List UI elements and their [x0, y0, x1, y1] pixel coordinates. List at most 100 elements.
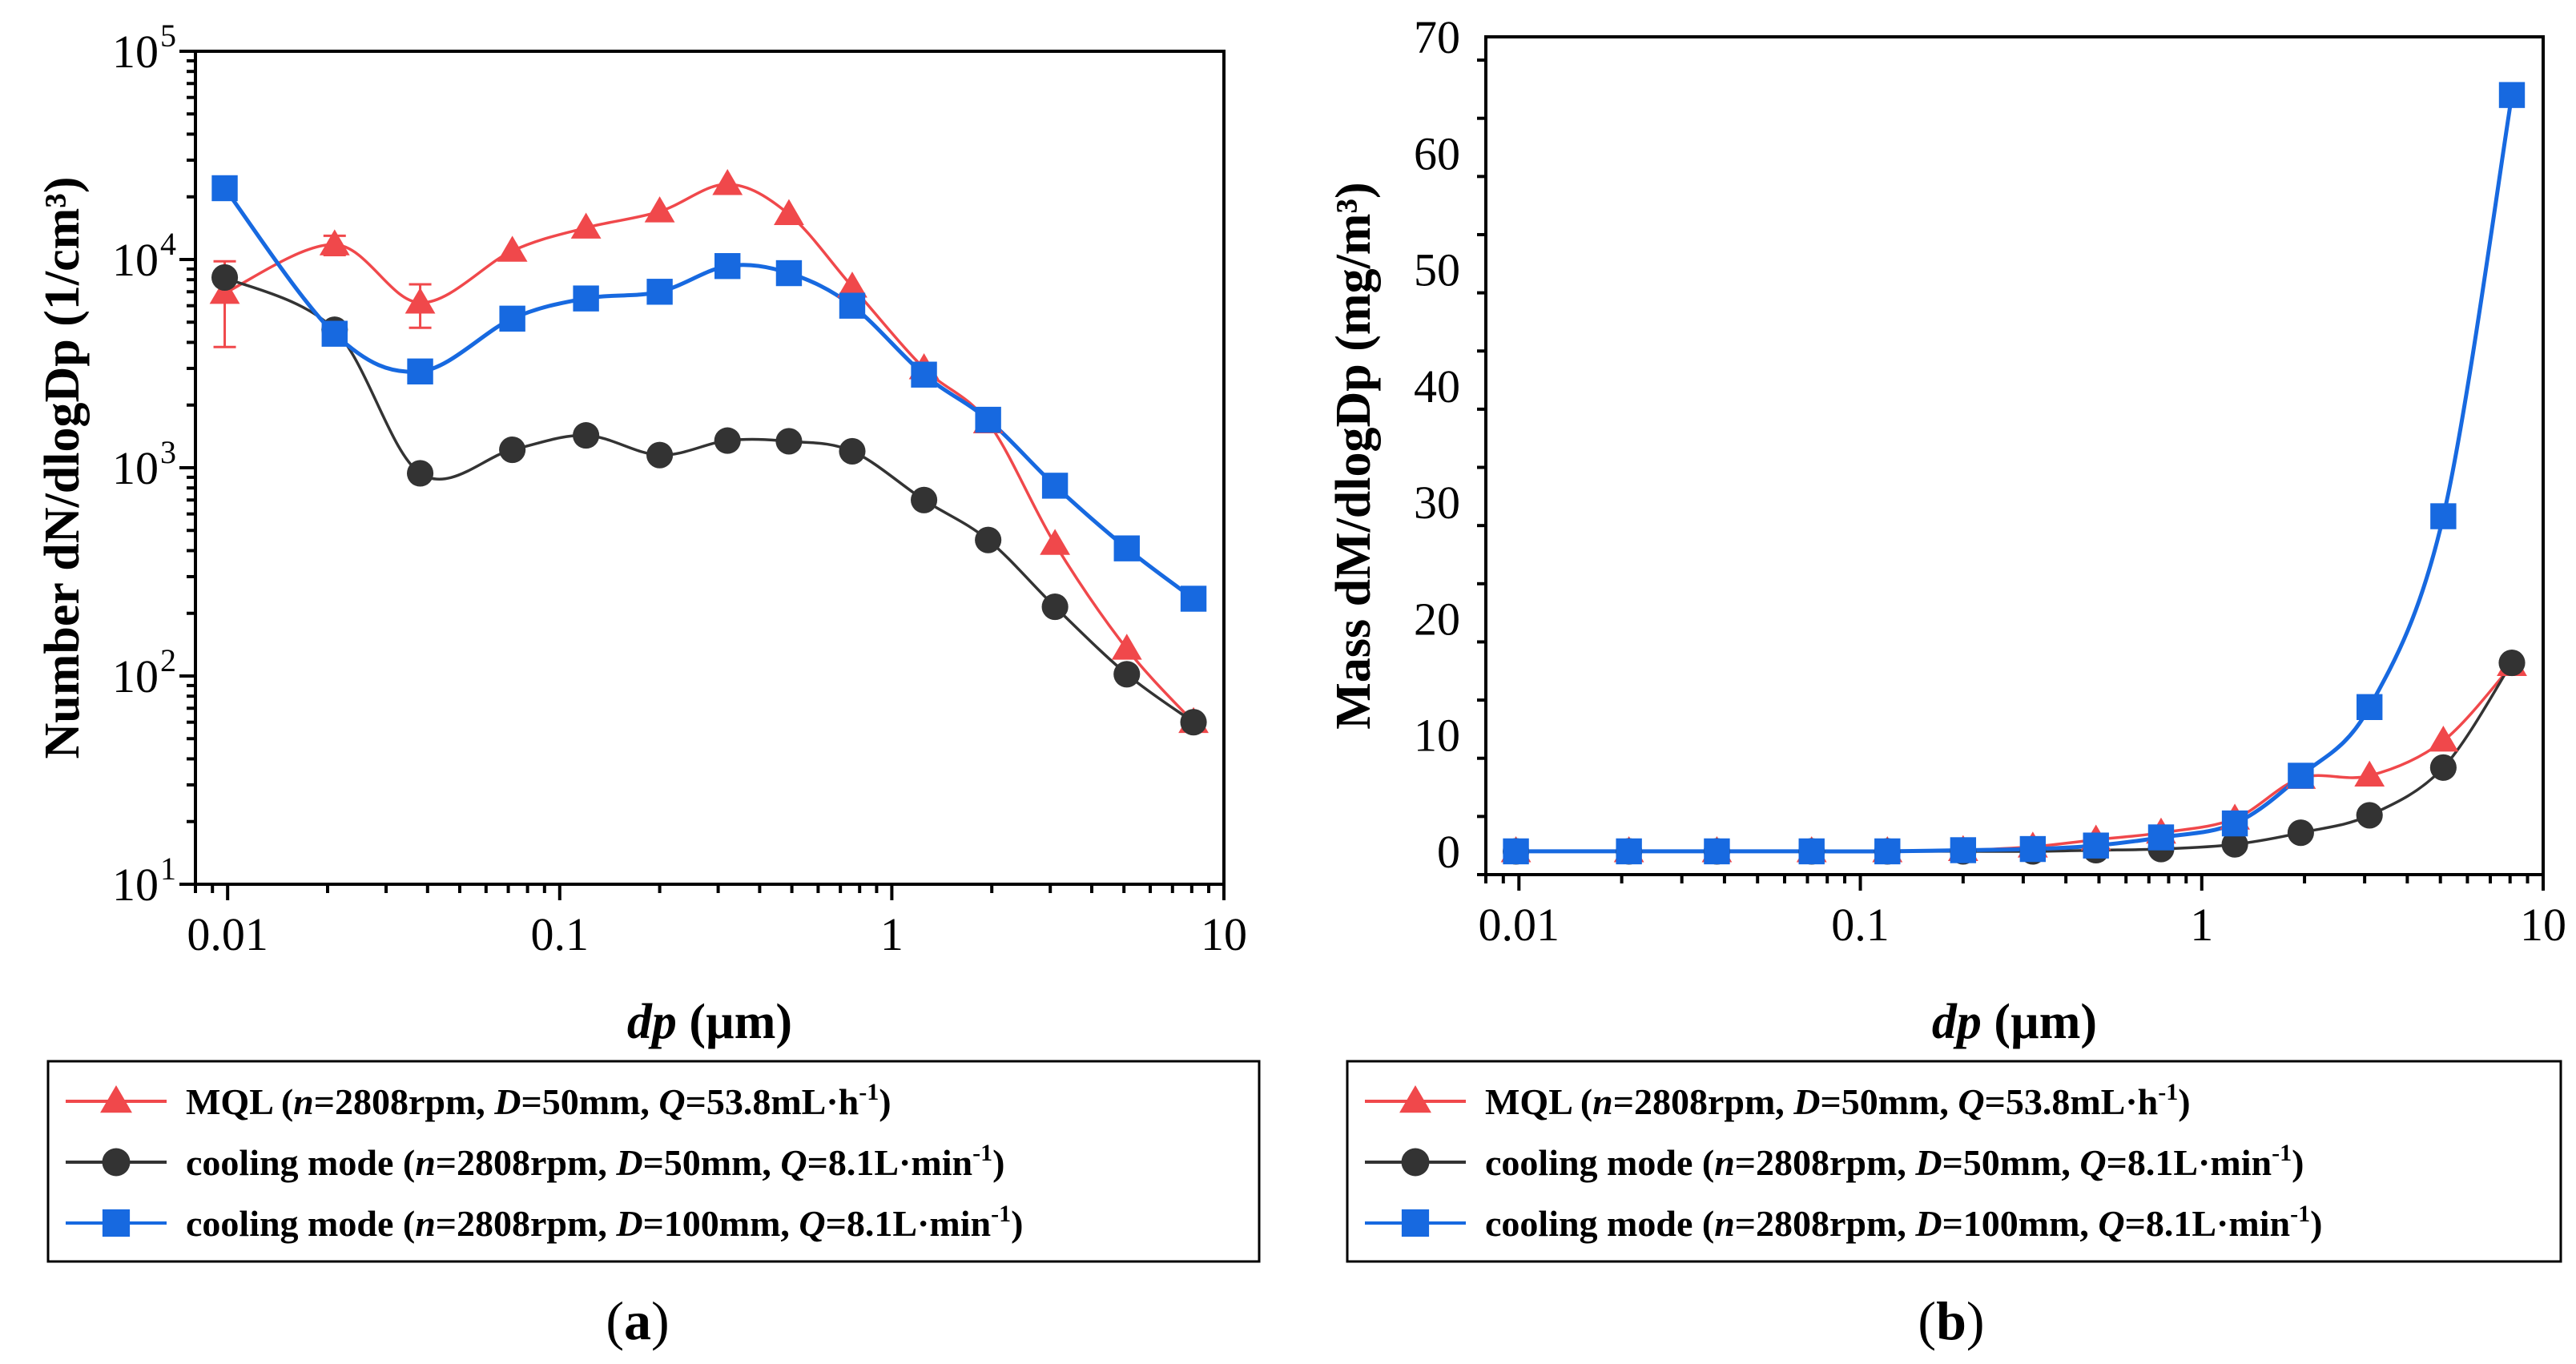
data-point-series-2 [2288, 762, 2314, 789]
data-point-series-2 [714, 252, 741, 280]
x-axis-title: dp (µm) [1932, 995, 2097, 1049]
y-axis: 0 10 20 30 40 50 60 70 [1414, 11, 1486, 878]
data-point-series-1 [775, 428, 803, 455]
legend-marker-triangle [100, 1085, 132, 1113]
series-line-2 [1515, 95, 2514, 854]
panel-caption: (b) [1918, 1290, 1984, 1351]
data-point-series-2 [2430, 503, 2457, 529]
data-point-series-2 [321, 320, 348, 347]
x-axis-title: dp (µm) [627, 995, 792, 1049]
y-tick-label: 10 [112, 234, 159, 286]
data-point-series-2 [1950, 837, 1977, 863]
data-point-series-2 [1704, 838, 1730, 865]
data-point-series-0 [209, 277, 240, 304]
data-point-series-0 [2428, 726, 2459, 752]
y-tick-label: 30 [1414, 477, 1460, 529]
legend-label: cooling mode (n=2808rpm, D=50mm, Q=8.1L·… [1485, 1140, 2304, 1183]
data-point-series-2 [1180, 585, 1207, 612]
plot-frame [194, 50, 1226, 886]
series-line-2 [223, 187, 1195, 601]
data-point-series-1 [1113, 661, 1141, 688]
data-point-series-2 [2357, 694, 2383, 720]
data-point-series-2 [1798, 838, 1825, 865]
data-point-series-0 [837, 272, 867, 298]
data-point-series-1 [407, 460, 434, 487]
legend-label: cooling mode (n=2808rpm, D=100mm, Q=8.1L… [1485, 1201, 2322, 1244]
data-point-series-1 [714, 427, 741, 454]
y-tick-label: 10 [112, 26, 159, 78]
y-tick-label: 20 [1414, 593, 1460, 645]
data-point-series-2 [1616, 838, 1642, 865]
data-point-series-1 [2429, 754, 2457, 781]
data-point-series-2 [573, 285, 599, 312]
data-point-series-2 [1041, 473, 1069, 499]
y-tick-exponent: 2 [160, 642, 176, 678]
y-tick-label: 10 [112, 650, 159, 702]
y-axis-title: Mass dM/dlogDp (mg/m³) [1326, 182, 1381, 729]
series-group [1500, 82, 2527, 865]
data-point-series-2 [2019, 835, 2047, 863]
data-point-series-2 [407, 358, 433, 384]
data-point-series-2 [211, 175, 238, 202]
data-point-series-1 [646, 441, 674, 469]
y-tick-label: 70 [1414, 11, 1460, 63]
data-point-series-0 [405, 288, 436, 314]
legend-label: cooling mode (n=2808rpm, D=100mm, Q=8.1L… [186, 1201, 1023, 1244]
y-tick-exponent: 5 [160, 18, 176, 54]
data-point-series-0 [1040, 529, 1071, 555]
data-point-series-1 [573, 422, 600, 449]
data-point-series-1 [499, 436, 526, 464]
y-tick-exponent: 3 [160, 434, 176, 470]
x-tick-label: 0.01 [1479, 899, 1560, 951]
data-point-series-0 [774, 199, 804, 225]
data-point-series-2 [2498, 82, 2526, 108]
y-tick-label: 10 [1414, 710, 1460, 762]
y-tick-label: 10 [112, 442, 159, 494]
data-point-series-2 [499, 305, 525, 332]
x-axis: 0.01 0.1 1 10 [1479, 875, 2566, 951]
y-tick-label: 60 [1414, 127, 1460, 179]
panel-caption: (a) [606, 1290, 669, 1351]
plot-frame [1484, 35, 2545, 876]
legend-label: cooling mode (n=2808rpm, D=50mm, Q=8.1L·… [186, 1140, 1004, 1183]
data-point-series-1 [2287, 819, 2314, 847]
legend-marker-square [1401, 1209, 1430, 1237]
legend-marker-circle [1401, 1148, 1430, 1177]
data-point-series-0 [712, 169, 743, 195]
data-point-series-1 [975, 526, 1002, 553]
x-tick-label: 10 [1201, 908, 1247, 960]
data-point-series-2 [2221, 810, 2248, 837]
legend-marker-circle [102, 1148, 131, 1177]
series-group [209, 169, 1209, 736]
y-tick-label: 50 [1414, 244, 1460, 296]
y-tick-exponent: 4 [160, 226, 176, 262]
legend-marker-square [102, 1209, 131, 1237]
data-point-series-0 [1111, 634, 1142, 660]
data-point-series-1 [839, 437, 866, 465]
legend: MQL (n=2808rpm, D=50mm, Q=53.8mL·h-1) coo… [46, 1060, 1261, 1263]
x-axis: 0.01 0.1 1 10 [187, 884, 1247, 960]
data-point-series-1 [1180, 709, 1207, 736]
data-point-series-1 [2356, 802, 2383, 829]
y-tick-label: 40 [1414, 360, 1460, 412]
x-tick-label: 1 [2190, 899, 2213, 951]
data-point-series-1 [211, 264, 239, 291]
data-point-series-0 [319, 229, 350, 255]
data-point-series-0 [644, 196, 675, 223]
data-point-series-2 [775, 260, 803, 287]
y-tick-label: 0 [1437, 826, 1460, 878]
legend: MQL (n=2808rpm, D=50mm, Q=53.8mL·h-1) coo… [1346, 1060, 2562, 1263]
data-point-series-0 [497, 235, 528, 262]
data-point-series-1 [911, 486, 938, 513]
y-tick-exponent: 1 [160, 851, 176, 887]
data-point-series-0 [2354, 760, 2385, 787]
series-line-0 [223, 183, 1195, 723]
x-tick-label: 0.01 [187, 908, 268, 960]
data-point-series-2 [911, 361, 937, 388]
data-point-series-0 [570, 212, 602, 239]
legend-box [1346, 1060, 2562, 1263]
x-tick-label: 1 [880, 908, 904, 960]
data-point-series-2 [2083, 832, 2109, 859]
